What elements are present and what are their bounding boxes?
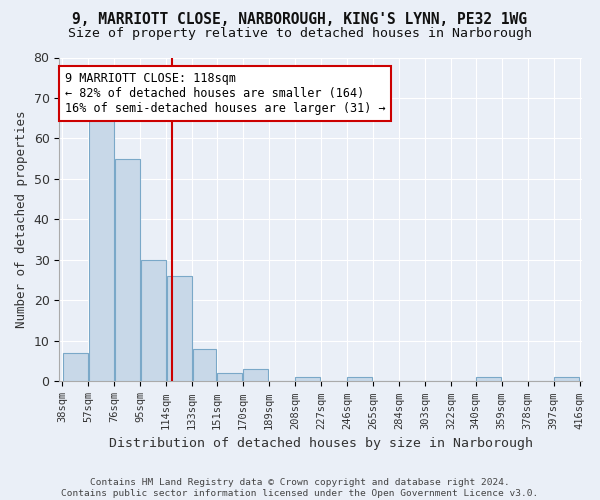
Bar [193, 349, 216, 382]
X-axis label: Distribution of detached houses by size in Narborough: Distribution of detached houses by size … [109, 437, 533, 450]
Bar [167, 276, 191, 382]
Bar [347, 378, 373, 382]
Bar [62, 353, 88, 382]
Y-axis label: Number of detached properties: Number of detached properties [15, 110, 28, 328]
Bar [115, 158, 140, 382]
Bar [244, 370, 268, 382]
Bar [89, 118, 113, 382]
Bar [476, 378, 501, 382]
Bar [295, 378, 320, 382]
Text: 9, MARRIOTT CLOSE, NARBOROUGH, KING'S LYNN, PE32 1WG: 9, MARRIOTT CLOSE, NARBOROUGH, KING'S LY… [73, 12, 527, 28]
Bar [140, 260, 166, 382]
Bar [554, 378, 579, 382]
Bar [217, 374, 242, 382]
Text: Size of property relative to detached houses in Narborough: Size of property relative to detached ho… [68, 28, 532, 40]
Text: 9 MARRIOTT CLOSE: 118sqm
← 82% of detached houses are smaller (164)
16% of semi-: 9 MARRIOTT CLOSE: 118sqm ← 82% of detach… [65, 72, 385, 114]
Text: Contains HM Land Registry data © Crown copyright and database right 2024.
Contai: Contains HM Land Registry data © Crown c… [61, 478, 539, 498]
